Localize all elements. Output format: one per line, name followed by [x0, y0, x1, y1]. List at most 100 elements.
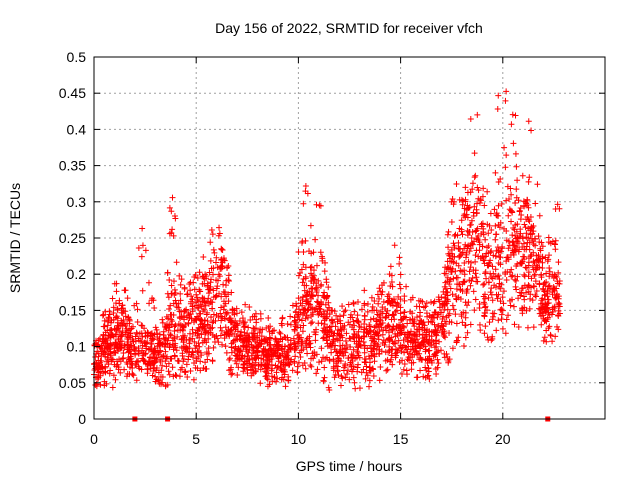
data-point [490, 313, 497, 320]
data-point [229, 370, 236, 377]
data-point [251, 325, 258, 332]
data-point [198, 331, 205, 338]
data-point [426, 328, 433, 335]
data-point [354, 298, 361, 305]
data-point [258, 340, 265, 347]
data-point [385, 329, 392, 336]
data-point [383, 367, 390, 374]
data-point [233, 360, 240, 367]
data-point [134, 330, 141, 337]
data-point [118, 338, 125, 345]
data-point [474, 111, 481, 118]
data-point [323, 337, 330, 344]
data-point [274, 353, 281, 360]
data-point [492, 236, 499, 243]
data-point [356, 323, 363, 330]
data-point [397, 271, 404, 278]
data-point [541, 305, 548, 312]
data-point [505, 312, 512, 319]
data-point [285, 362, 292, 369]
data-point [427, 318, 434, 325]
data-point [171, 286, 178, 293]
data-point [329, 307, 336, 314]
data-point [162, 358, 169, 365]
data-point [555, 269, 562, 276]
data-point [299, 302, 306, 309]
data-point [202, 330, 209, 337]
data-point [409, 332, 416, 339]
data-point [309, 274, 316, 281]
data-point [386, 347, 393, 354]
data-point [528, 275, 535, 282]
data-point [162, 323, 169, 330]
data-point [189, 296, 196, 303]
data-point [508, 296, 515, 303]
data-point [318, 345, 325, 352]
data-point [538, 271, 545, 278]
data-point [171, 328, 178, 335]
data-point [339, 303, 346, 310]
data-point [110, 372, 117, 379]
data-point [453, 338, 460, 345]
data-point [264, 339, 271, 346]
data-point [445, 298, 452, 305]
data-point [197, 358, 204, 365]
data-point [124, 343, 131, 350]
data-point [201, 280, 208, 287]
data-point [248, 366, 255, 373]
data-point [354, 318, 361, 325]
data-point [462, 198, 469, 205]
data-point [361, 287, 368, 294]
data-point [357, 343, 364, 350]
data-point [488, 285, 495, 292]
data-point [389, 338, 396, 345]
data-point [343, 371, 350, 378]
data-point [430, 311, 437, 318]
data-point [433, 371, 440, 378]
data-point [111, 361, 118, 368]
data-point [494, 295, 501, 302]
data-point [165, 327, 172, 334]
data-point [112, 349, 119, 356]
data-point [368, 294, 375, 301]
data-point [425, 356, 432, 363]
data-point [329, 319, 336, 326]
data-point [513, 186, 520, 193]
data-point [389, 311, 396, 318]
y-tick-label: 0.3 [67, 194, 87, 210]
data-point [492, 169, 499, 176]
data-point [547, 332, 554, 339]
data-point [118, 317, 125, 324]
data-point [217, 264, 224, 271]
data-point [304, 350, 311, 357]
data-point [489, 335, 496, 342]
data-point [417, 367, 424, 374]
data-point [194, 274, 201, 281]
data-point [403, 283, 410, 290]
data-point [431, 315, 438, 322]
data-point [415, 297, 422, 304]
data-point [397, 345, 404, 352]
data-point [532, 242, 539, 249]
data-point [545, 239, 552, 246]
data-point [190, 376, 197, 383]
data-point [453, 260, 460, 267]
data-point [178, 308, 185, 315]
data-point [301, 306, 308, 313]
data-point [376, 328, 383, 335]
data-point [448, 268, 455, 275]
data-point [480, 281, 487, 288]
data-point [392, 308, 399, 315]
data-point [285, 373, 292, 380]
data-point [539, 259, 546, 266]
data-point [192, 364, 199, 371]
data-point [222, 300, 229, 307]
data-point [135, 244, 142, 251]
data-point [495, 248, 502, 255]
data-point [208, 265, 215, 272]
data-point [95, 337, 102, 344]
data-point [171, 353, 178, 360]
data-point [244, 370, 251, 377]
data-point [473, 206, 480, 213]
data-point [511, 247, 518, 254]
